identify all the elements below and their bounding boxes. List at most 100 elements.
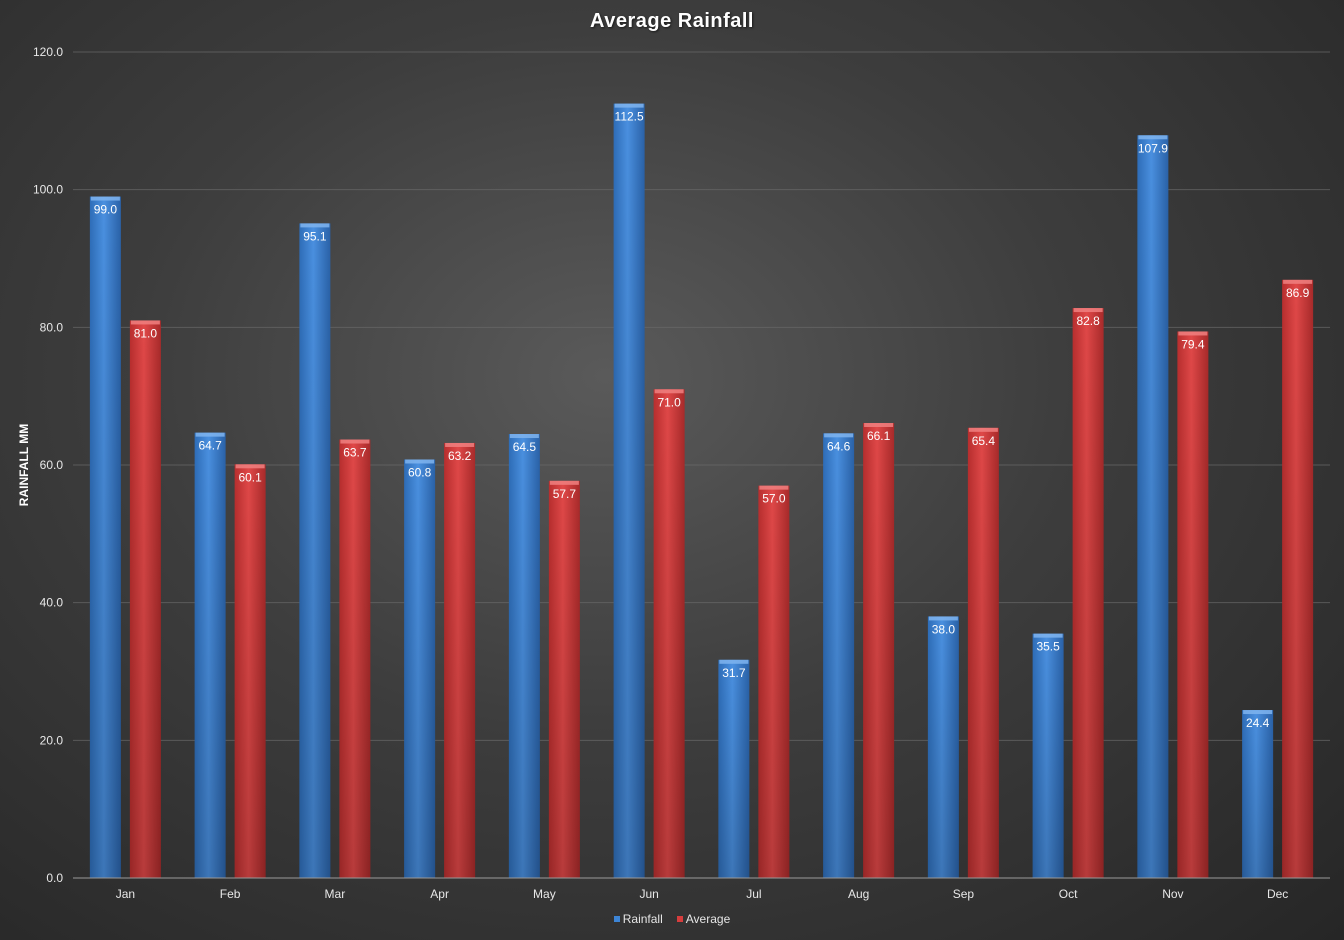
bar-cap (445, 442, 475, 447)
bar-cap (300, 223, 330, 228)
x-tick-label: Aug (848, 887, 869, 901)
bar-shade (444, 442, 476, 878)
data-label: 60.8 (408, 465, 432, 479)
bar-shade (508, 434, 540, 878)
bar-shade (927, 616, 959, 878)
bar-cap (1033, 633, 1063, 638)
bar-shade (1032, 633, 1064, 878)
data-label: 65.4 (972, 434, 996, 448)
bar-average-dec (1282, 279, 1314, 878)
bar-shade (1177, 331, 1209, 878)
y-tick-label: 0.0 (46, 871, 63, 885)
bar-average-mar (339, 439, 371, 878)
bar-rainfall-nov (1137, 135, 1169, 878)
bar-cap (1243, 710, 1273, 715)
bar-shade (718, 659, 750, 878)
bar-shade (194, 432, 226, 878)
x-tick-label: Jan (116, 887, 135, 901)
bars (89, 103, 1314, 879)
data-label: 24.4 (1246, 716, 1270, 730)
legend-swatch-average (676, 916, 683, 922)
bar-cap (340, 439, 370, 444)
y-tick-label: 100.0 (33, 183, 63, 197)
bar-shade (89, 196, 121, 879)
x-tick-label: Jun (639, 887, 658, 901)
data-label: 64.5 (513, 440, 537, 454)
data-label: 82.8 (1076, 314, 1100, 328)
bar-shade (653, 389, 685, 878)
chart-title: Average Rainfall (590, 10, 754, 32)
bar-average-nov (1177, 331, 1209, 878)
bar-shade (823, 433, 855, 878)
bar-cap (235, 464, 265, 469)
bar-average-may (548, 480, 580, 878)
legend-label-average: Average (685, 912, 731, 926)
bar-average-oct (1072, 308, 1104, 878)
y-tick-label: 80.0 (40, 320, 64, 334)
y-tick-label: 120.0 (33, 45, 63, 59)
data-label: 112.5 (615, 110, 644, 124)
bar-shade (863, 423, 895, 878)
bar-rainfall-apr (404, 459, 436, 878)
bar-cap (130, 320, 160, 325)
x-tick-label: May (533, 887, 556, 901)
bar-cap (759, 485, 789, 490)
bar-cap (1138, 135, 1168, 140)
data-label: 79.4 (1181, 337, 1205, 351)
x-tick-label: Dec (1267, 887, 1288, 901)
legend-item-rainfall: Rainfall (613, 912, 663, 926)
bar-rainfall-mar (299, 223, 331, 878)
x-tick-label: Nov (1162, 887, 1183, 901)
bar-cap (90, 196, 120, 201)
bar-cap (195, 432, 225, 437)
data-label: 31.7 (722, 666, 746, 680)
bar-cap (509, 434, 539, 439)
bar-shade (1072, 308, 1104, 878)
bar-rainfall-feb (194, 432, 226, 878)
bar-average-jul (758, 485, 790, 878)
data-label: 63.2 (448, 449, 472, 463)
bar-shade (234, 464, 266, 878)
data-label: 60.1 (238, 470, 262, 484)
bar-cap (1178, 331, 1208, 336)
bar-rainfall-dec (1242, 710, 1274, 878)
data-label: 95.1 (303, 229, 327, 243)
data-label: 107.9 (1138, 141, 1168, 155)
data-label: 57.7 (553, 487, 577, 501)
data-label: 81.0 (134, 326, 158, 340)
bar-shade (1242, 710, 1274, 878)
bar-cap (928, 616, 958, 621)
data-label: 64.6 (827, 439, 851, 453)
bar-rainfall-oct (1032, 633, 1064, 878)
y-tick-label: 40.0 (40, 596, 64, 610)
y-tick-label: 60.0 (40, 458, 64, 472)
data-label: 38.0 (932, 622, 956, 636)
data-labels: 99.0 81.0 64.7 60.1 95.1 63.7 60.8 63.2 64.5 57.7… (94, 110, 1310, 730)
bar-rainfall-jan (89, 196, 121, 879)
data-label: 86.9 (1286, 286, 1310, 300)
bar-average-sep (967, 427, 999, 878)
bar-cap (1073, 308, 1103, 313)
bar-shade (548, 480, 580, 878)
data-label: 71.0 (657, 395, 681, 409)
data-label: 35.5 (1036, 640, 1060, 654)
x-tick-label: Jul (746, 887, 761, 901)
bar-average-aug (863, 423, 895, 878)
data-label: 57.0 (762, 492, 786, 506)
bar-average-jan (129, 320, 161, 878)
data-label: 63.7 (343, 446, 367, 460)
legend-label-rainfall: Rainfall (622, 912, 663, 926)
gridlines (73, 51, 1330, 741)
bar-shade (129, 320, 161, 878)
bar-average-apr (444, 442, 476, 878)
x-tick-label: Oct (1059, 887, 1078, 901)
bar-cap (864, 423, 894, 428)
x-tick-label: Feb (220, 887, 241, 901)
bar-shade (1282, 279, 1314, 878)
bar-shade (339, 439, 371, 878)
bar-rainfall-may (508, 434, 540, 878)
x-tick-label: Mar (325, 887, 346, 901)
bar-cap (654, 389, 684, 394)
bar-average-feb (234, 464, 266, 878)
legend: Rainfall Average (0, 912, 1344, 926)
